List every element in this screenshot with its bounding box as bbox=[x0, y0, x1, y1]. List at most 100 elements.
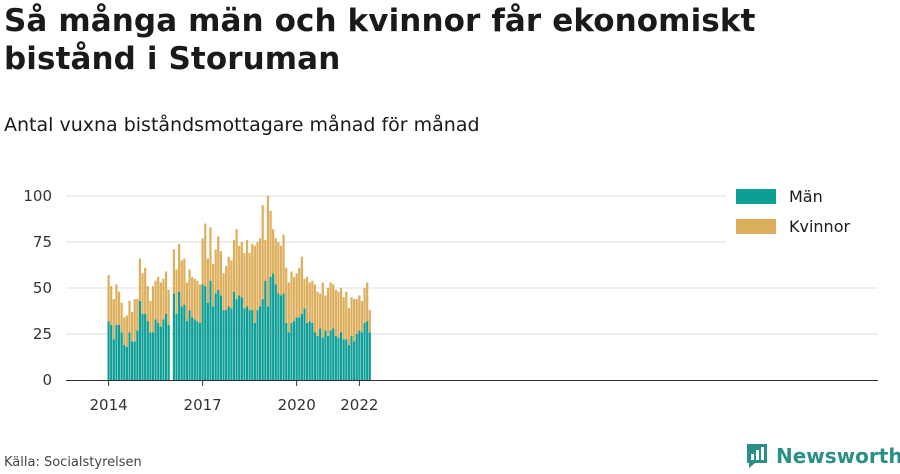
bar-kvinnor bbox=[133, 299, 136, 342]
bar-man bbox=[227, 306, 230, 380]
bar-kvinnor bbox=[311, 280, 314, 323]
bar-man bbox=[133, 341, 136, 380]
bar-kvinnor bbox=[292, 276, 296, 322]
bar-man bbox=[306, 322, 309, 380]
bar-man bbox=[141, 313, 144, 380]
bar-man bbox=[185, 321, 189, 380]
bar-kvinnor bbox=[266, 196, 270, 307]
bar-kvinnor bbox=[149, 300, 152, 333]
bar-man bbox=[209, 280, 212, 380]
bar-kvinnor bbox=[347, 308, 351, 346]
bar-man bbox=[136, 330, 139, 380]
bar-man bbox=[282, 293, 285, 380]
bar-kvinnor bbox=[188, 269, 191, 311]
bar-man bbox=[164, 313, 168, 380]
bar-man bbox=[196, 321, 199, 380]
bar-man bbox=[240, 297, 243, 380]
bar-kvinnor bbox=[144, 267, 147, 314]
bar-man bbox=[123, 345, 126, 380]
bar-kvinnor bbox=[358, 295, 361, 331]
bar-man bbox=[266, 306, 270, 380]
bar-kvinnor bbox=[313, 284, 317, 333]
bar-man bbox=[326, 335, 330, 380]
bar-kvinnor bbox=[282, 234, 285, 294]
bar-man bbox=[144, 313, 147, 380]
bar-kvinnor bbox=[272, 229, 275, 274]
bar-man bbox=[287, 332, 290, 380]
brand-name: Newsworthy bbox=[776, 444, 900, 468]
bar-kvinnor bbox=[243, 253, 246, 309]
bar-man bbox=[149, 332, 152, 380]
bar-man bbox=[183, 304, 186, 380]
bar-kvinnor bbox=[136, 299, 139, 331]
bar-man bbox=[366, 321, 369, 380]
bar-man bbox=[298, 317, 301, 380]
bar-kvinnor bbox=[123, 317, 126, 346]
bar-kvinnor bbox=[138, 258, 142, 301]
bar-man bbox=[159, 326, 162, 380]
bar-man bbox=[204, 286, 207, 380]
bar-man bbox=[110, 324, 113, 380]
bar-man bbox=[339, 332, 343, 380]
bar-kvinnor bbox=[227, 256, 230, 307]
bar-man bbox=[120, 332, 123, 380]
bar-kvinnor bbox=[128, 300, 131, 333]
bar-kvinnor bbox=[337, 291, 340, 338]
bar-kvinnor bbox=[164, 271, 168, 314]
bar-man bbox=[154, 319, 157, 380]
bar-man bbox=[151, 332, 155, 380]
bar-kvinnor bbox=[120, 302, 123, 333]
bar-man bbox=[290, 322, 293, 380]
x-tick-label: 2022 bbox=[340, 396, 378, 414]
bar-kvinnor bbox=[112, 299, 115, 340]
bar-kvinnor bbox=[329, 282, 332, 331]
bar-kvinnor bbox=[214, 249, 217, 294]
legend-swatch-kvinnor bbox=[736, 219, 776, 234]
bar-kvinnor bbox=[196, 280, 199, 322]
bar-kvinnor bbox=[264, 240, 267, 281]
bar-kvinnor bbox=[219, 251, 223, 296]
bar-kvinnor bbox=[366, 282, 369, 322]
bar-kvinnor bbox=[319, 293, 322, 329]
bar-kvinnor bbox=[290, 271, 293, 323]
bar-man bbox=[368, 332, 371, 380]
bar-kvinnor bbox=[306, 276, 309, 323]
bar-man bbox=[243, 308, 246, 380]
bar-man bbox=[107, 321, 110, 380]
bar-kvinnor bbox=[159, 282, 162, 327]
bar-man bbox=[295, 317, 298, 380]
bar-kvinnor bbox=[339, 288, 343, 333]
bar-man bbox=[214, 293, 217, 380]
bar-kvinnor bbox=[235, 229, 238, 300]
bar-man bbox=[319, 328, 322, 380]
bar-kvinnor bbox=[222, 273, 225, 311]
legend-swatch-man bbox=[736, 189, 776, 204]
bar-man bbox=[235, 299, 238, 380]
bar-kvinnor bbox=[217, 236, 220, 290]
bar-man bbox=[337, 337, 340, 380]
bar-kvinnor bbox=[245, 240, 249, 307]
bar-man bbox=[358, 330, 361, 380]
bar-man bbox=[193, 319, 196, 380]
bar-man bbox=[115, 324, 118, 380]
bar-man bbox=[222, 310, 225, 380]
bar-man bbox=[360, 332, 364, 380]
x-tick-label: 2017 bbox=[184, 396, 222, 414]
bar-man bbox=[230, 308, 233, 380]
bar-man bbox=[146, 321, 149, 380]
bar-man bbox=[353, 341, 356, 380]
bar-kvinnor bbox=[332, 284, 335, 329]
y-tick-label: 25 bbox=[33, 325, 52, 343]
bar-kvinnor bbox=[157, 276, 160, 323]
bar-kvinnor bbox=[308, 282, 311, 322]
bar-man bbox=[225, 310, 228, 380]
bar-man bbox=[272, 273, 275, 380]
bar-kvinnor bbox=[183, 258, 186, 305]
bar-man bbox=[269, 276, 272, 380]
bar-kvinnor bbox=[232, 240, 236, 292]
bar-man bbox=[251, 310, 254, 380]
bar-man bbox=[191, 317, 194, 380]
bar-kvinnor bbox=[117, 291, 121, 325]
bar-man bbox=[112, 339, 115, 380]
